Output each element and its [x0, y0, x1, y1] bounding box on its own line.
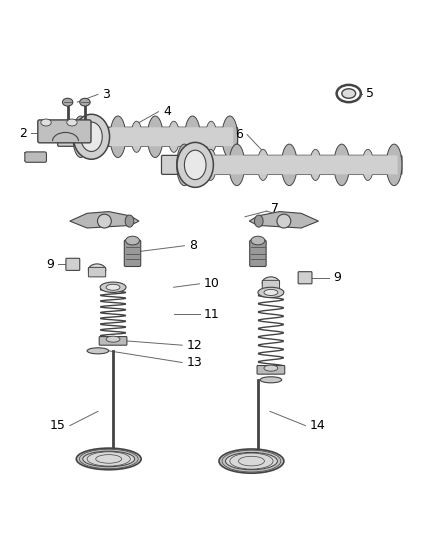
Ellipse shape [262, 277, 279, 289]
Ellipse shape [98, 214, 111, 228]
Text: 8: 8 [189, 239, 197, 252]
FancyBboxPatch shape [250, 240, 266, 266]
Ellipse shape [205, 149, 216, 181]
Ellipse shape [264, 289, 278, 295]
Ellipse shape [88, 264, 106, 276]
Polygon shape [249, 212, 318, 228]
Ellipse shape [222, 116, 237, 158]
FancyBboxPatch shape [257, 366, 285, 374]
Ellipse shape [219, 449, 284, 473]
Ellipse shape [334, 144, 350, 185]
FancyBboxPatch shape [262, 280, 279, 290]
Ellipse shape [83, 451, 134, 467]
Text: 3: 3 [102, 88, 110, 101]
Ellipse shape [148, 116, 163, 158]
Ellipse shape [67, 119, 77, 126]
Ellipse shape [131, 121, 142, 152]
Ellipse shape [342, 89, 356, 98]
Ellipse shape [229, 144, 244, 185]
FancyBboxPatch shape [124, 240, 141, 266]
Ellipse shape [126, 236, 139, 245]
Ellipse shape [76, 448, 141, 470]
FancyBboxPatch shape [99, 336, 127, 345]
Ellipse shape [125, 215, 134, 227]
Ellipse shape [264, 365, 278, 371]
Text: 15: 15 [49, 419, 66, 432]
Ellipse shape [362, 149, 374, 181]
FancyBboxPatch shape [110, 127, 233, 146]
FancyBboxPatch shape [66, 259, 80, 270]
FancyBboxPatch shape [58, 127, 237, 146]
FancyBboxPatch shape [298, 272, 312, 284]
Ellipse shape [254, 215, 263, 227]
Ellipse shape [226, 453, 277, 470]
Ellipse shape [251, 236, 265, 245]
Ellipse shape [73, 114, 110, 159]
Text: 6: 6 [235, 128, 243, 141]
Ellipse shape [282, 144, 297, 185]
Ellipse shape [258, 287, 284, 297]
Ellipse shape [87, 348, 109, 354]
FancyBboxPatch shape [38, 120, 91, 143]
FancyBboxPatch shape [162, 155, 402, 174]
Text: 12: 12 [187, 338, 202, 352]
Polygon shape [70, 212, 139, 228]
Ellipse shape [277, 214, 291, 228]
Ellipse shape [205, 121, 217, 152]
FancyBboxPatch shape [88, 268, 106, 277]
Ellipse shape [310, 149, 321, 181]
Text: 1: 1 [23, 151, 31, 164]
Ellipse shape [41, 119, 51, 126]
Ellipse shape [100, 282, 126, 293]
Text: 11: 11 [204, 308, 219, 320]
Ellipse shape [177, 142, 213, 188]
Ellipse shape [184, 150, 206, 180]
Ellipse shape [110, 116, 126, 158]
Ellipse shape [63, 98, 73, 106]
Text: 13: 13 [187, 356, 202, 369]
Text: 4: 4 [164, 105, 172, 118]
Ellipse shape [94, 121, 105, 152]
Text: 10: 10 [204, 277, 220, 290]
Ellipse shape [386, 144, 402, 185]
Ellipse shape [80, 98, 90, 106]
Ellipse shape [185, 116, 200, 158]
Text: 9: 9 [46, 258, 54, 271]
FancyBboxPatch shape [25, 152, 46, 162]
Text: 7: 7 [271, 201, 279, 215]
Ellipse shape [260, 377, 282, 383]
Ellipse shape [81, 122, 102, 151]
FancyBboxPatch shape [213, 155, 398, 174]
Text: 2: 2 [19, 127, 27, 140]
Text: 5: 5 [366, 87, 374, 100]
Ellipse shape [73, 116, 88, 158]
Ellipse shape [177, 144, 192, 185]
Ellipse shape [106, 336, 120, 342]
Text: 14: 14 [310, 419, 325, 432]
Ellipse shape [168, 121, 180, 152]
Text: 9: 9 [334, 271, 342, 284]
Ellipse shape [258, 149, 268, 181]
Ellipse shape [106, 284, 120, 290]
